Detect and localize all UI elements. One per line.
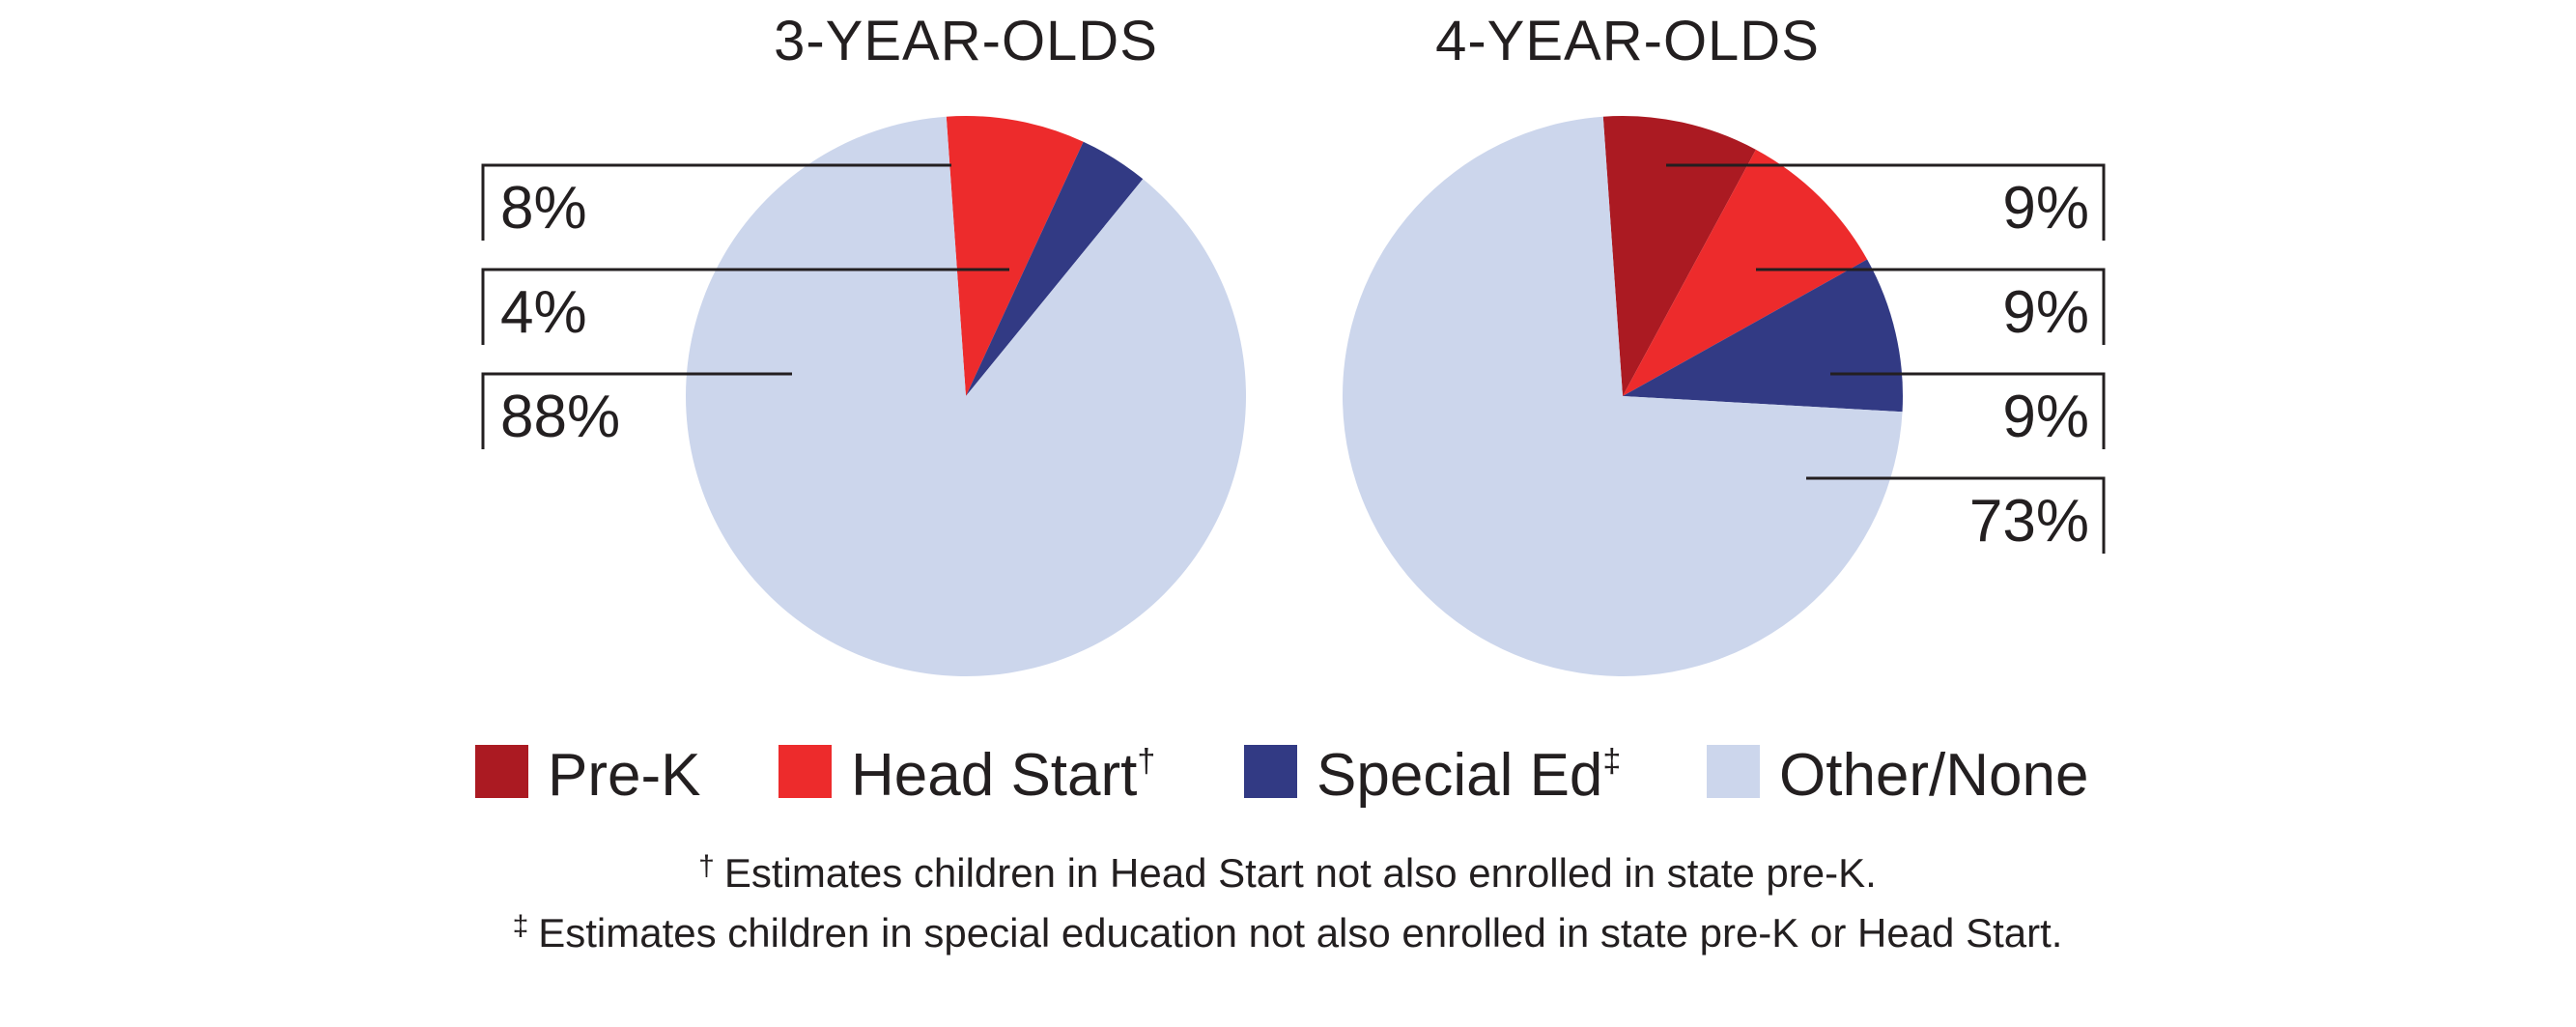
pie-slice-pre-k — [1602, 116, 1756, 397]
legend-label-text: Other/None — [1779, 742, 2089, 809]
legend-label-text: Special Ed — [1316, 742, 1602, 809]
legend-label-text: Pre-K — [548, 742, 700, 809]
footnote-text: Estimates children in Head Start not als… — [724, 850, 1877, 896]
leader-line — [481, 163, 951, 241]
slice-label-special-ed: 9% — [2002, 384, 2089, 450]
leader-line — [1756, 268, 2106, 345]
pie-slice-head-start — [946, 116, 1084, 396]
legend-swatch-head-start — [778, 745, 832, 798]
slice-label-head-start: 9% — [2002, 279, 2089, 346]
slice-label-pre-k: 9% — [2002, 175, 2089, 242]
pie-labels-4-year-olds: 9% 9% 9% 73% — [1666, 163, 2106, 555]
legend-label-text: Head Start — [851, 742, 1137, 809]
legend-superscript: ‡ — [1602, 743, 1621, 780]
leader-line — [1806, 476, 2106, 554]
legend-swatch-other-none — [1707, 745, 1760, 798]
pie-slice-other-none — [685, 116, 1246, 677]
legend-swatch-special-ed — [1244, 745, 1297, 798]
pie-slice-head-start — [1623, 149, 1868, 396]
legend-label-pre-k: Pre-K — [548, 742, 700, 809]
pie-slice-other-none — [1343, 116, 1903, 677]
leader-line — [481, 268, 1009, 345]
footnote-text: Estimates children in special education … — [538, 910, 2062, 956]
footnote-special-ed: ‡ Estimates children in special education… — [513, 910, 2063, 956]
legend-label-other-none: Other/None — [1779, 742, 2089, 809]
footnote-mark: ‡ — [513, 910, 529, 942]
pie-labels-3-year-olds: 8% 4% 88% — [481, 163, 1009, 450]
pie-title-3-year-olds: 3-YEAR-OLDS — [774, 10, 1158, 72]
pie-slice-special-ed — [966, 141, 1144, 396]
legend-swatch-pre-k — [475, 745, 528, 798]
slice-label-other-none: 88% — [500, 384, 620, 450]
legend-label-special-ed: Special Ed‡ — [1316, 742, 1621, 809]
footnote-mark: † — [698, 850, 715, 882]
pie-3-year-olds — [685, 116, 1246, 677]
pie-title-4-year-olds: 4-YEAR-OLDS — [1435, 10, 1820, 72]
slice-label-head-start: 8% — [500, 175, 587, 242]
pie-4-year-olds — [1343, 116, 1903, 677]
leader-line — [1830, 372, 2106, 449]
leader-line — [1666, 163, 2106, 241]
footnote-head-start: † Estimates children in Head Start not al… — [698, 850, 1877, 896]
leader-line — [481, 372, 792, 449]
legend-superscript: † — [1137, 743, 1155, 780]
legend: Pre-K Head Start† Special Ed‡ Other/None — [475, 742, 2089, 809]
legend-label-head-start: Head Start† — [851, 742, 1155, 809]
slice-label-other-none: 73% — [1969, 488, 2089, 555]
slice-label-special-ed: 4% — [500, 279, 587, 346]
